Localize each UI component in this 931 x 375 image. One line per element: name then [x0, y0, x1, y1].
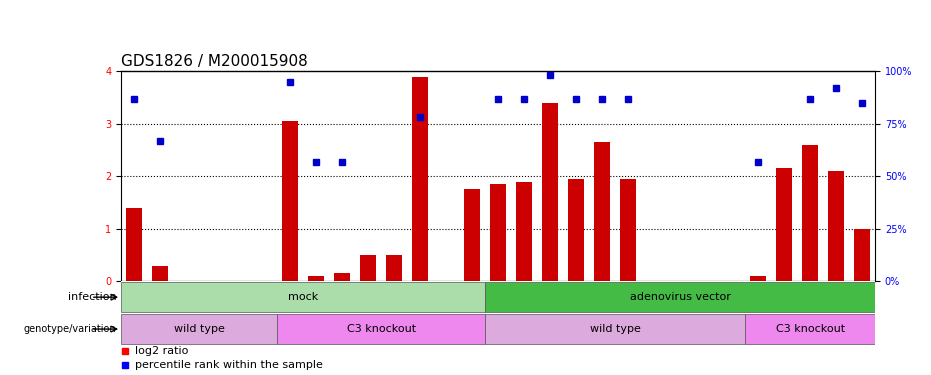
Bar — [121, 314, 277, 344]
Text: infection: infection — [68, 292, 116, 302]
Bar — [750, 276, 766, 281]
Bar — [277, 314, 485, 344]
Bar — [334, 273, 350, 281]
Text: GDS1826 / M200015908: GDS1826 / M200015908 — [121, 54, 308, 69]
Bar — [542, 103, 558, 281]
Text: C3 knockout: C3 knockout — [346, 324, 415, 334]
Bar — [829, 171, 843, 281]
Bar — [121, 282, 485, 312]
Bar — [594, 142, 610, 281]
Text: C3 knockout: C3 knockout — [776, 324, 844, 334]
Text: genotype/variation: genotype/variation — [24, 324, 116, 334]
Text: adenovirus vector: adenovirus vector — [629, 292, 731, 302]
Bar — [568, 179, 584, 281]
Bar — [803, 145, 818, 281]
Bar — [465, 189, 479, 281]
Bar — [153, 266, 168, 281]
Text: wild type: wild type — [589, 324, 641, 334]
Text: wild type: wild type — [173, 324, 224, 334]
Text: percentile rank within the sample: percentile rank within the sample — [135, 360, 322, 370]
Text: mock: mock — [288, 292, 318, 302]
Bar — [485, 282, 875, 312]
Bar — [308, 276, 324, 281]
Bar — [127, 208, 142, 281]
Bar — [776, 168, 792, 281]
Bar — [412, 76, 428, 281]
Bar — [517, 182, 532, 281]
Bar — [282, 121, 298, 281]
Bar — [491, 184, 506, 281]
Bar — [745, 314, 875, 344]
Bar — [485, 314, 745, 344]
Bar — [855, 229, 870, 281]
Bar — [620, 179, 636, 281]
Text: log2 ratio: log2 ratio — [135, 346, 188, 356]
Bar — [386, 255, 402, 281]
Bar — [360, 255, 376, 281]
